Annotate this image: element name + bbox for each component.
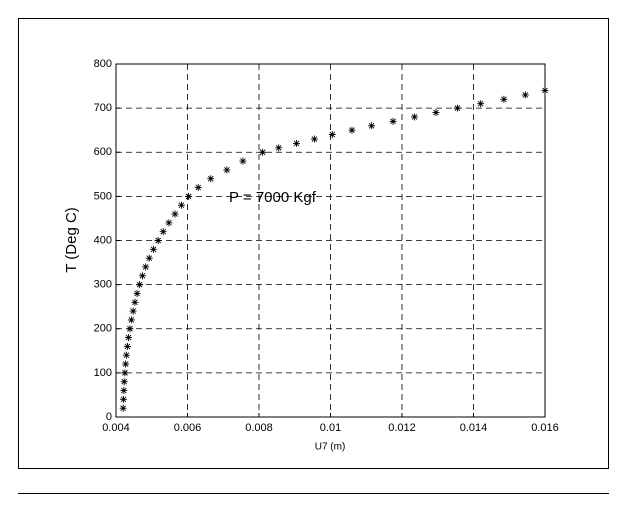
x-tick-label: 0.01 xyxy=(320,422,341,434)
marker xyxy=(122,360,130,368)
marker xyxy=(239,157,247,165)
y-tick-label: 700 xyxy=(94,102,112,114)
y-tick-label: 500 xyxy=(94,190,112,202)
marker xyxy=(131,298,139,306)
marker xyxy=(125,334,133,342)
marker xyxy=(275,144,283,152)
marker xyxy=(477,100,485,108)
marker xyxy=(142,263,150,271)
annotation: P = 7000 Kgf xyxy=(229,189,317,206)
marker xyxy=(185,192,193,200)
marker xyxy=(122,351,130,359)
marker xyxy=(293,139,301,147)
marker xyxy=(171,210,179,218)
x-tick-label: 0.004 xyxy=(102,422,130,434)
marker xyxy=(133,289,141,297)
marker xyxy=(127,316,135,324)
x-tick-label: 0.006 xyxy=(174,422,202,434)
marker xyxy=(165,219,173,227)
marker xyxy=(328,131,336,139)
y-tick-label: 300 xyxy=(94,279,112,291)
axes-box xyxy=(115,63,546,418)
marker xyxy=(119,404,127,412)
marker xyxy=(389,117,397,125)
y-tick-label: 800 xyxy=(94,58,112,70)
y-tick-label: 0 xyxy=(106,411,112,423)
marker xyxy=(194,184,202,192)
marker xyxy=(500,95,508,103)
marker xyxy=(150,245,158,253)
marker xyxy=(453,104,461,112)
y-tick-label: 200 xyxy=(94,323,112,335)
marker xyxy=(159,228,167,236)
x-axis-label: U7 (m) xyxy=(315,442,346,453)
marker xyxy=(120,378,128,386)
marker xyxy=(120,387,128,395)
marker xyxy=(121,369,129,377)
x-tick-label: 0.008 xyxy=(245,422,273,434)
frame xyxy=(18,18,609,469)
marker xyxy=(177,201,185,209)
x-tick-label: 0.012 xyxy=(388,422,416,434)
marker xyxy=(541,86,549,94)
marker xyxy=(368,122,376,130)
marker xyxy=(348,126,356,134)
y-tick-label: 400 xyxy=(94,234,112,246)
y-tick-label: 600 xyxy=(94,146,112,158)
x-tick-label: 0.014 xyxy=(460,422,488,434)
marker xyxy=(154,237,162,244)
marker xyxy=(207,175,215,183)
marker xyxy=(136,281,144,289)
marker xyxy=(521,91,529,99)
marker xyxy=(145,254,153,262)
marker xyxy=(126,325,134,333)
marker xyxy=(223,166,231,174)
marker xyxy=(432,109,440,117)
marker xyxy=(120,395,128,403)
x-tick-label: 0.016 xyxy=(531,422,559,434)
marker xyxy=(129,307,137,315)
marker xyxy=(259,148,267,156)
y-axis-label: T (Deg C) xyxy=(63,207,80,273)
marker xyxy=(123,342,131,350)
marker xyxy=(310,135,318,143)
marker xyxy=(411,113,419,121)
y-tick-label: 100 xyxy=(94,367,112,379)
marker xyxy=(138,272,146,280)
